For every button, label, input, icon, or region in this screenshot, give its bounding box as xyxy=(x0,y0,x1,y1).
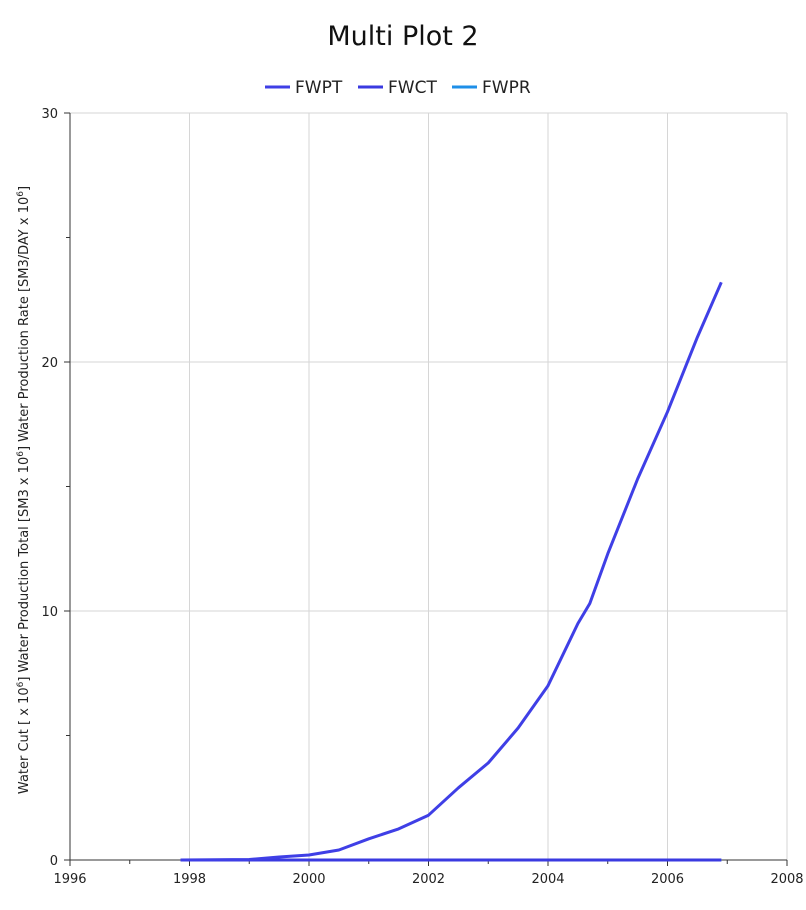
x-tick-label-1998: 1998 xyxy=(173,872,206,887)
grid xyxy=(69,112,788,861)
chart-title: Multi Plot 2 xyxy=(327,21,478,52)
x-tick-label-1996: 1996 xyxy=(53,872,86,887)
y-tick-label-0: 0 xyxy=(50,854,58,869)
legend-label-fwpr: FWPR xyxy=(482,78,531,98)
y-tick-label-10: 10 xyxy=(41,605,58,620)
legend-item-fwct[interactable]: FWCT xyxy=(358,78,437,98)
legend-label-fwpt: FWPT xyxy=(295,78,343,98)
legend-item-fwpt[interactable]: FWPT xyxy=(265,78,343,98)
legend: FWPT FWCT FWPR xyxy=(265,78,531,98)
x-tick-label-2008: 2008 xyxy=(770,872,803,887)
series-line-fwpt xyxy=(180,281,723,862)
y-axis-title: Water Cut [ x 106] Water Production Tota… xyxy=(16,186,32,794)
ticks: 1996 1998 2000 2002 2004 2006 2008 0 10 20 30 xyxy=(41,107,803,887)
x-tick-label-2000: 2000 xyxy=(292,872,325,887)
x-tick-label-2004: 2004 xyxy=(531,872,564,887)
y-tick-label-20: 20 xyxy=(41,356,58,371)
legend-label-fwct: FWCT xyxy=(388,78,437,98)
x-tick-label-2002: 2002 xyxy=(412,872,445,887)
x-tick-label-2006: 2006 xyxy=(651,872,684,887)
y-tick-label-30: 30 xyxy=(41,107,58,122)
series xyxy=(180,281,723,862)
legend-item-fwpr[interactable]: FWPR xyxy=(452,78,531,98)
